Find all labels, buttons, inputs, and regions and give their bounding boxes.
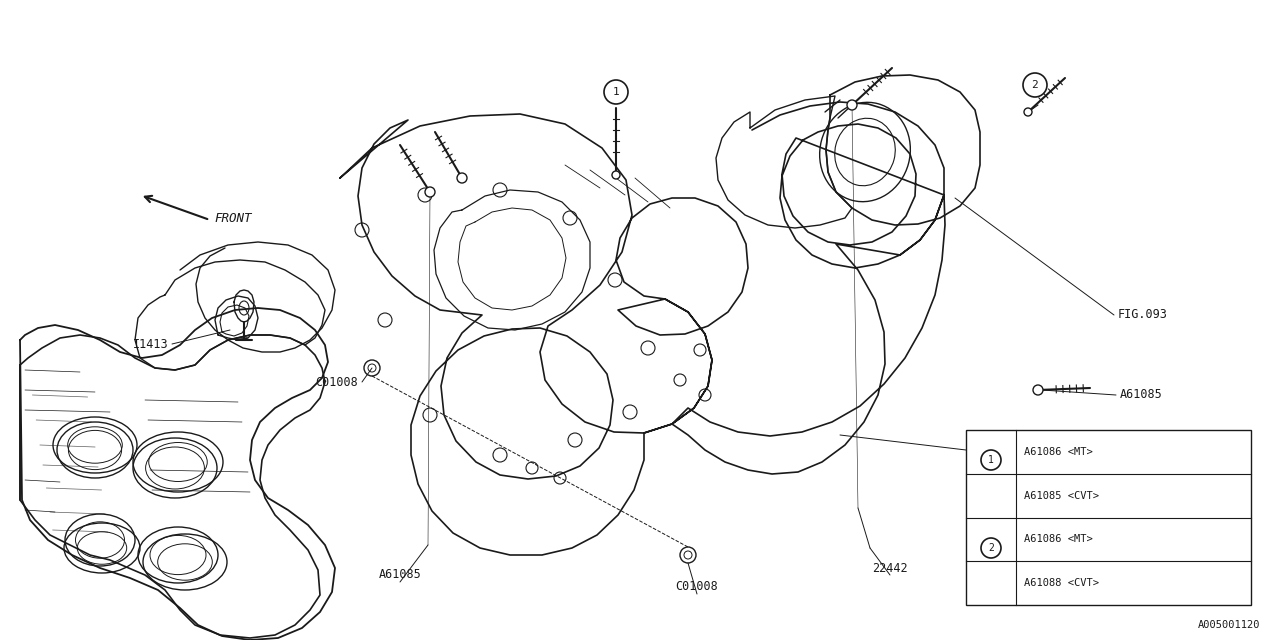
Text: C01008: C01008 [315,376,358,388]
Text: 1: 1 [613,87,620,97]
Text: A61088 <CVT>: A61088 <CVT> [1024,578,1100,588]
Text: FRONT: FRONT [214,211,251,225]
Circle shape [612,171,620,179]
Circle shape [680,547,696,563]
Circle shape [1033,385,1043,395]
Circle shape [364,360,380,376]
Text: A61085: A61085 [1120,388,1162,401]
Text: 1: 1 [988,455,995,465]
Circle shape [457,173,467,183]
Circle shape [1024,108,1032,116]
Text: 2: 2 [988,543,995,553]
Text: 2: 2 [1032,80,1038,90]
Text: I1413: I1413 [132,337,168,351]
Text: A005001120: A005001120 [1198,620,1260,630]
Text: 22442: 22442 [872,561,908,575]
Text: A61085 <CVT>: A61085 <CVT> [1024,491,1100,500]
Text: A61086 <MT>: A61086 <MT> [1024,447,1093,457]
Text: FIG.093: FIG.093 [1117,308,1167,321]
Text: A61085: A61085 [379,568,421,582]
Text: A61086 <MT>: A61086 <MT> [1024,534,1093,545]
Circle shape [425,187,435,197]
Text: FIG.156: FIG.156 [1012,449,1062,461]
Circle shape [847,100,858,110]
Text: C01008: C01008 [676,580,718,593]
Bar [966,430,1251,605]
